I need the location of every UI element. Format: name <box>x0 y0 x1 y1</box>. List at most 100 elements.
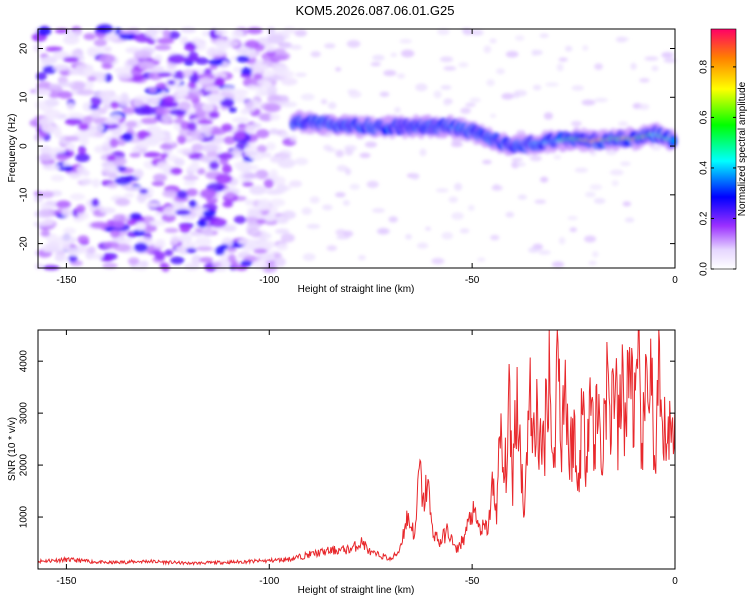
spectrogram-cell <box>119 33 135 40</box>
spectrogram-cell <box>240 108 250 115</box>
spectrogram-cell <box>102 262 118 269</box>
spectrogram-cell <box>266 26 276 35</box>
spectrogram-cell <box>221 164 232 174</box>
spectrogram-cell <box>567 216 578 221</box>
spectrogram-cell <box>133 242 148 253</box>
spectrogram-cell <box>258 112 274 122</box>
spectrogram-cell <box>109 137 119 148</box>
spectrogram-cell <box>252 259 269 270</box>
spectrogram-cell <box>370 62 381 67</box>
spectrogram-cell <box>273 64 290 75</box>
spectrogram-cell <box>115 198 131 207</box>
spectrogram-cell <box>176 190 189 199</box>
spectrogram-cell <box>264 44 277 52</box>
spectrogram-cell <box>477 257 486 262</box>
spectrogram-cell <box>87 246 96 254</box>
spectrogram-cell <box>167 54 186 64</box>
spectrogram-cell <box>256 144 267 153</box>
spectrogram-cell <box>262 214 277 222</box>
spectrogram-cell <box>344 144 357 152</box>
colorbar-ticks: 0.0 0.2 0.4 0.6 0.8 <box>699 60 736 276</box>
spectrogram-cell <box>301 207 312 215</box>
spectrogram-cell <box>651 65 659 72</box>
spectrogram-cell <box>306 223 321 229</box>
spectrogram-cell <box>50 147 67 154</box>
spectrogram-cell <box>219 243 229 250</box>
spectrogram-cell <box>280 233 295 243</box>
spectrogram-cell <box>177 134 187 145</box>
spectrogram-cell <box>425 226 432 231</box>
spectrogram-cell <box>83 33 96 41</box>
y-tick-label: 20 <box>19 43 30 55</box>
spectrogram-cell <box>217 152 234 160</box>
y-tick-label: 3000 <box>19 402 30 425</box>
spectrogram-cell <box>324 43 336 49</box>
spectrogram-cell <box>209 218 227 228</box>
y-tick-label: 2000 <box>19 454 30 477</box>
x-tick-label: -50 <box>465 576 480 587</box>
snr-series-line <box>37 329 676 566</box>
spectrogram-cell <box>274 257 286 267</box>
spectrogram-cell <box>112 213 128 223</box>
spectrogram-cell <box>302 253 316 261</box>
spectrogram-cell <box>197 220 207 228</box>
spectrogram-cell <box>44 109 61 119</box>
spectrogram-cell <box>33 221 47 228</box>
spectrogram-cell <box>42 164 61 171</box>
spectrogram-cell <box>564 45 573 52</box>
spectrogram-cell <box>556 63 564 72</box>
spectrogram-cell <box>143 151 161 158</box>
spectrogram-cell <box>63 227 76 235</box>
spectrogram-cell <box>263 178 274 189</box>
spectrogram-cell <box>146 125 162 134</box>
spectrogram-cell <box>244 100 254 108</box>
spectrogram-cell <box>443 66 457 71</box>
spectrogram-cell <box>372 54 385 61</box>
spectrogram-cell <box>400 49 415 58</box>
spectrogram-cell <box>39 208 56 218</box>
spectrogram-cell <box>490 234 500 241</box>
spectrogram-cell <box>112 156 127 167</box>
colorbar-label: Normalized spectral amplitude <box>737 81 748 216</box>
spectrogram-cell <box>57 90 73 99</box>
spectrogram-cell <box>448 196 458 203</box>
spectrogram-cell <box>81 169 90 177</box>
spectrogram-cell <box>90 110 102 119</box>
spectrogram-cell <box>94 47 105 54</box>
spectrogram-cell <box>469 97 481 103</box>
spectrogram-cell <box>441 232 453 240</box>
spectrogram-cell <box>228 40 240 47</box>
spectrogram-cell <box>187 164 199 173</box>
spectrogram-cell <box>454 182 463 191</box>
snr-plot-area <box>38 330 675 569</box>
spectrogram-cell <box>107 182 119 189</box>
colorbar-tick-label: 0.2 <box>699 211 710 225</box>
spectrogram-cell <box>245 224 260 235</box>
spectrogram-cell <box>294 29 307 37</box>
spectrogram-cell <box>276 216 289 225</box>
spectrogram-cell <box>244 39 260 49</box>
spectrogram-cell <box>78 145 87 156</box>
spectrogram-cell <box>592 251 599 258</box>
spectrogram-cell <box>191 254 202 265</box>
spectrogram-cell <box>225 191 236 199</box>
spectrogram-cell <box>122 107 137 115</box>
spectrogram-cell <box>379 91 390 97</box>
spectrogram-cell <box>138 60 155 70</box>
spectrogram-cell <box>167 79 176 86</box>
spectrogram-cell <box>267 34 285 45</box>
spectrogram-cell <box>170 234 180 245</box>
spectrogram-cell <box>212 261 222 269</box>
spectrogram-cell <box>142 96 161 105</box>
spectrogram-cell <box>67 247 82 256</box>
spectrogram-cell <box>440 85 452 90</box>
spectrogram-cell <box>396 73 406 79</box>
spectrogram-cell <box>263 232 272 240</box>
spectrogram-cell <box>156 131 166 138</box>
spectrogram-cell <box>215 173 233 184</box>
spectrogram-cell <box>574 167 588 173</box>
spectrogram-cell <box>196 168 206 175</box>
spectrogram-cell <box>231 148 242 159</box>
spectrogram-cell <box>37 26 52 36</box>
